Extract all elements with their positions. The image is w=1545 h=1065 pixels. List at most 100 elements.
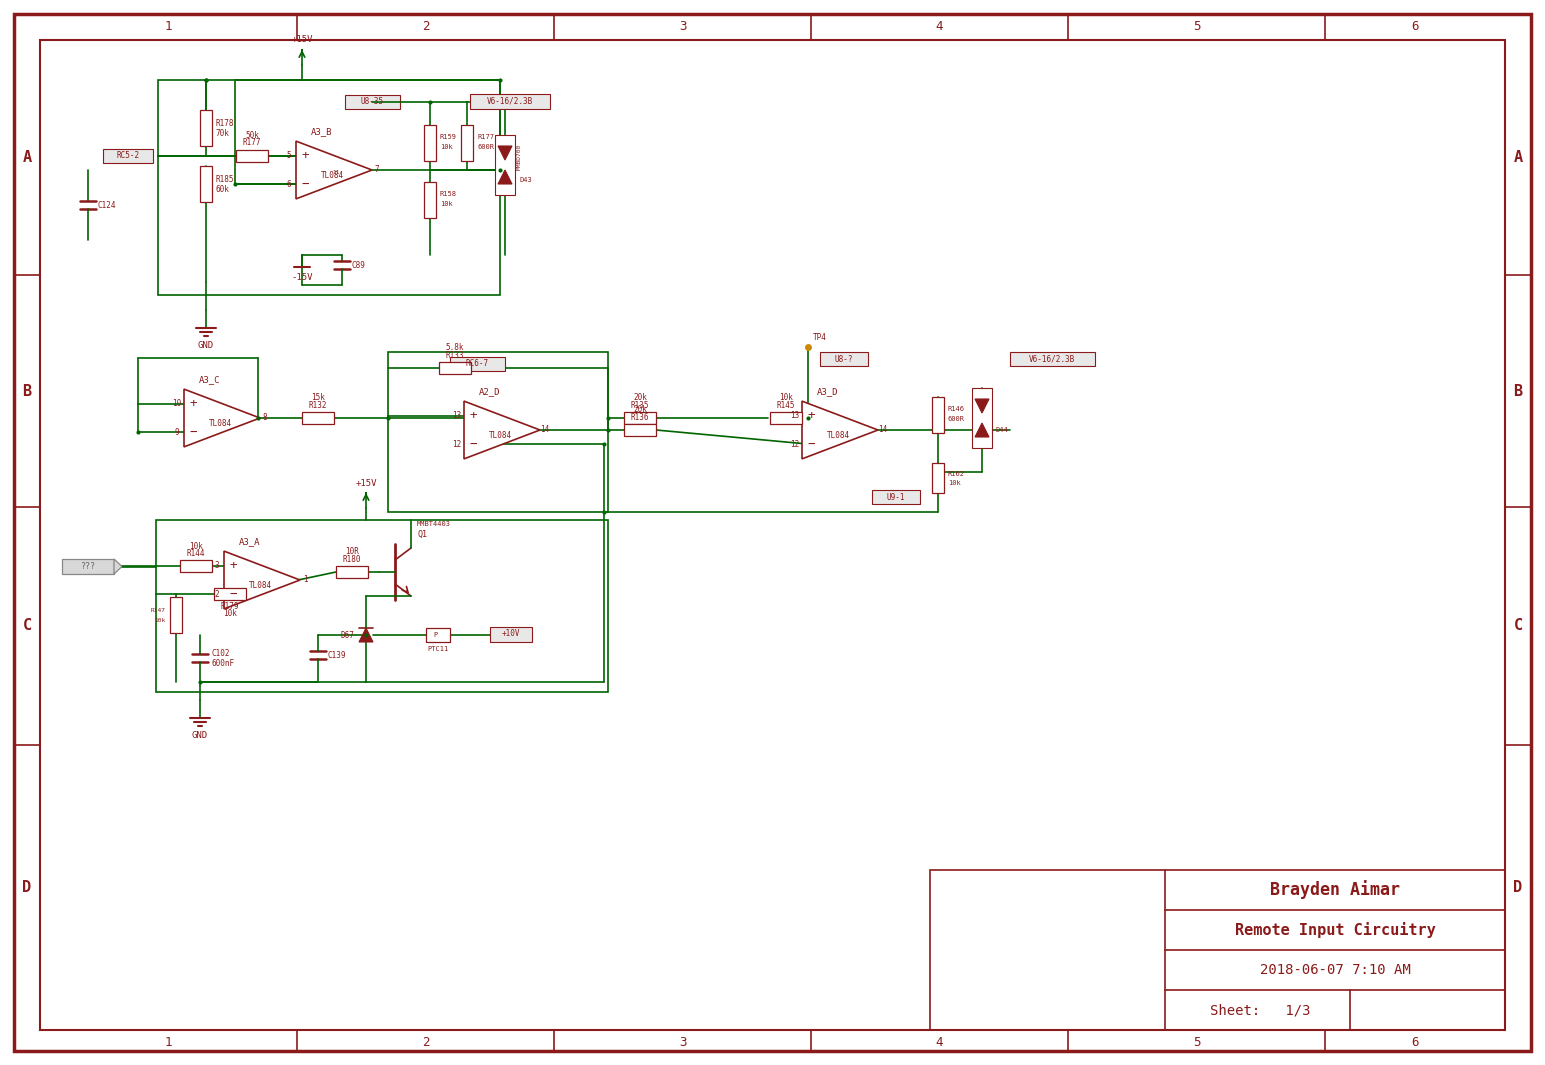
Text: 10k: 10k: [154, 618, 165, 623]
Text: 600nF: 600nF: [212, 659, 235, 669]
Text: TL084: TL084: [209, 420, 232, 428]
Text: C89: C89: [352, 261, 366, 269]
Text: R178: R178: [216, 118, 235, 128]
Text: +: +: [188, 397, 196, 410]
Bar: [932, 397, 944, 433]
Text: 6: 6: [1411, 20, 1418, 33]
Text: C124: C124: [97, 200, 116, 210]
Text: 5: 5: [1193, 1035, 1200, 1049]
Text: 10k: 10k: [222, 609, 236, 618]
Polygon shape: [184, 389, 260, 447]
Polygon shape: [802, 402, 878, 459]
Text: A: A: [1514, 150, 1522, 165]
Bar: [871, 490, 919, 504]
Text: 70k: 70k: [216, 129, 230, 137]
Bar: [215, 588, 246, 600]
Bar: [301, 412, 334, 424]
Text: V6-16/2.3B: V6-16/2.3B: [487, 97, 533, 105]
Bar: [156, 520, 609, 692]
Text: U8-35: U8-35: [360, 98, 383, 107]
Bar: [490, 627, 531, 642]
Text: 600R: 600R: [477, 144, 494, 150]
Polygon shape: [464, 402, 541, 459]
Bar: [181, 560, 212, 572]
Text: 3: 3: [215, 561, 219, 570]
Text: 15k: 15k: [311, 393, 324, 403]
Text: +: +: [229, 559, 236, 572]
Polygon shape: [358, 628, 372, 642]
Text: R185: R185: [216, 175, 235, 184]
Text: TP4: TP4: [813, 333, 827, 343]
Text: Q1: Q1: [417, 529, 426, 539]
Text: 12: 12: [791, 440, 800, 449]
Text: 10k: 10k: [440, 201, 453, 207]
Text: RC5-2: RC5-2: [116, 151, 139, 160]
Text: 1: 1: [165, 20, 171, 33]
Bar: [345, 95, 400, 109]
Text: R135: R135: [630, 400, 649, 410]
Text: −: −: [188, 426, 196, 439]
Text: 4: 4: [936, 20, 944, 33]
Text: 20k: 20k: [633, 393, 647, 403]
Text: R146: R146: [949, 406, 966, 412]
Text: D: D: [1514, 880, 1522, 895]
Text: 13: 13: [791, 411, 800, 420]
Text: 2: 2: [422, 20, 430, 33]
Text: TL084: TL084: [320, 171, 343, 180]
Text: +: +: [806, 409, 814, 422]
Text: 9: 9: [175, 428, 179, 437]
Bar: [439, 362, 471, 374]
Text: 3: 3: [678, 1035, 686, 1049]
Text: R162: R162: [949, 471, 966, 477]
Text: Remote Input Circuitry: Remote Input Circuitry: [1234, 922, 1435, 938]
Text: C102: C102: [212, 650, 230, 658]
Text: +10V: +10V: [502, 629, 521, 639]
Text: −: −: [806, 438, 814, 450]
Text: D43: D43: [519, 177, 531, 183]
Text: U9-1: U9-1: [887, 492, 905, 502]
Text: TL084: TL084: [249, 581, 272, 590]
Text: 10k: 10k: [440, 144, 453, 150]
Bar: [624, 424, 657, 436]
Bar: [932, 463, 944, 493]
Bar: [388, 353, 609, 512]
Bar: [624, 412, 657, 424]
Text: 5: 5: [287, 151, 292, 160]
Text: 10k: 10k: [949, 480, 961, 486]
Polygon shape: [224, 551, 300, 609]
Text: −: −: [301, 178, 309, 191]
Text: A3_A: A3_A: [239, 538, 261, 546]
Bar: [972, 388, 992, 448]
Text: TL084: TL084: [488, 431, 511, 441]
Text: +15V: +15V: [355, 478, 377, 488]
Text: ???: ???: [80, 562, 96, 571]
Polygon shape: [297, 142, 372, 199]
Text: 4: 4: [936, 1035, 944, 1049]
Text: 7: 7: [375, 165, 380, 175]
Text: +: +: [301, 149, 309, 162]
Text: 12: 12: [453, 440, 462, 449]
Text: R159: R159: [440, 134, 457, 140]
Text: +15V: +15V: [292, 35, 312, 45]
Text: P: P: [434, 632, 439, 638]
Bar: [423, 182, 436, 218]
Text: A2_D: A2_D: [479, 388, 501, 396]
Bar: [62, 559, 114, 574]
Bar: [930, 870, 1505, 1030]
Bar: [158, 80, 501, 295]
Text: GND: GND: [198, 341, 215, 349]
Bar: [423, 125, 436, 161]
Text: 6: 6: [1411, 1035, 1418, 1049]
Text: B: B: [23, 383, 31, 398]
Text: A3_C: A3_C: [199, 376, 221, 384]
Bar: [450, 357, 505, 371]
Text: 10k: 10k: [779, 393, 793, 403]
Text: RC6-7: RC6-7: [465, 360, 488, 368]
Text: 13: 13: [453, 411, 462, 420]
Bar: [426, 628, 450, 642]
Bar: [199, 166, 212, 202]
Text: R179: R179: [221, 602, 239, 611]
Text: C: C: [23, 619, 31, 634]
Text: 600R: 600R: [949, 416, 966, 422]
Text: 10k: 10k: [188, 542, 202, 551]
